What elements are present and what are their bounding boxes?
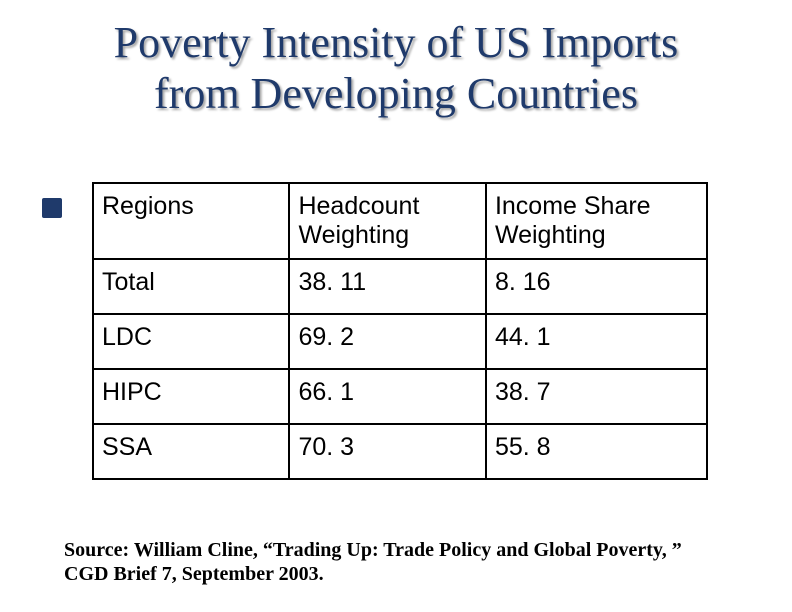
table-row: LDC 69. 2 44. 1: [93, 314, 707, 369]
table-header-row: Regions Headcount Weighting Income Share…: [93, 183, 707, 259]
cell-region: LDC: [93, 314, 289, 369]
source-citation: Source: William Cline, “Trading Up: Trad…: [64, 538, 724, 586]
poverty-intensity-table: Regions Headcount Weighting Income Share…: [92, 182, 708, 480]
slide-title-container: Poverty Intensity of US Imports from Dev…: [0, 0, 792, 119]
data-table-container: Regions Headcount Weighting Income Share…: [92, 182, 708, 480]
table-row: SSA 70. 3 55. 8: [93, 424, 707, 479]
col-header-headcount: Headcount Weighting: [289, 183, 485, 259]
title-line-2: from Developing Countries: [154, 69, 638, 118]
cell-income-share: 38. 7: [486, 369, 707, 424]
cell-income-share: 8. 16: [486, 259, 707, 314]
cell-headcount: 38. 11: [289, 259, 485, 314]
cell-headcount: 69. 2: [289, 314, 485, 369]
cell-income-share: 55. 8: [486, 424, 707, 479]
bullet-marker: [42, 198, 62, 218]
col-header-regions: Regions: [93, 183, 289, 259]
title-line-1: Poverty Intensity of US Imports: [114, 18, 679, 67]
cell-income-share: 44. 1: [486, 314, 707, 369]
slide-title: Poverty Intensity of US Imports from Dev…: [114, 18, 679, 119]
table-row: HIPC 66. 1 38. 7: [93, 369, 707, 424]
col-header-income-share: Income Share Weighting: [486, 183, 707, 259]
table-row: Total 38. 11 8. 16: [93, 259, 707, 314]
cell-region: Total: [93, 259, 289, 314]
cell-region: HIPC: [93, 369, 289, 424]
cell-headcount: 70. 3: [289, 424, 485, 479]
cell-region: SSA: [93, 424, 289, 479]
cell-headcount: 66. 1: [289, 369, 485, 424]
